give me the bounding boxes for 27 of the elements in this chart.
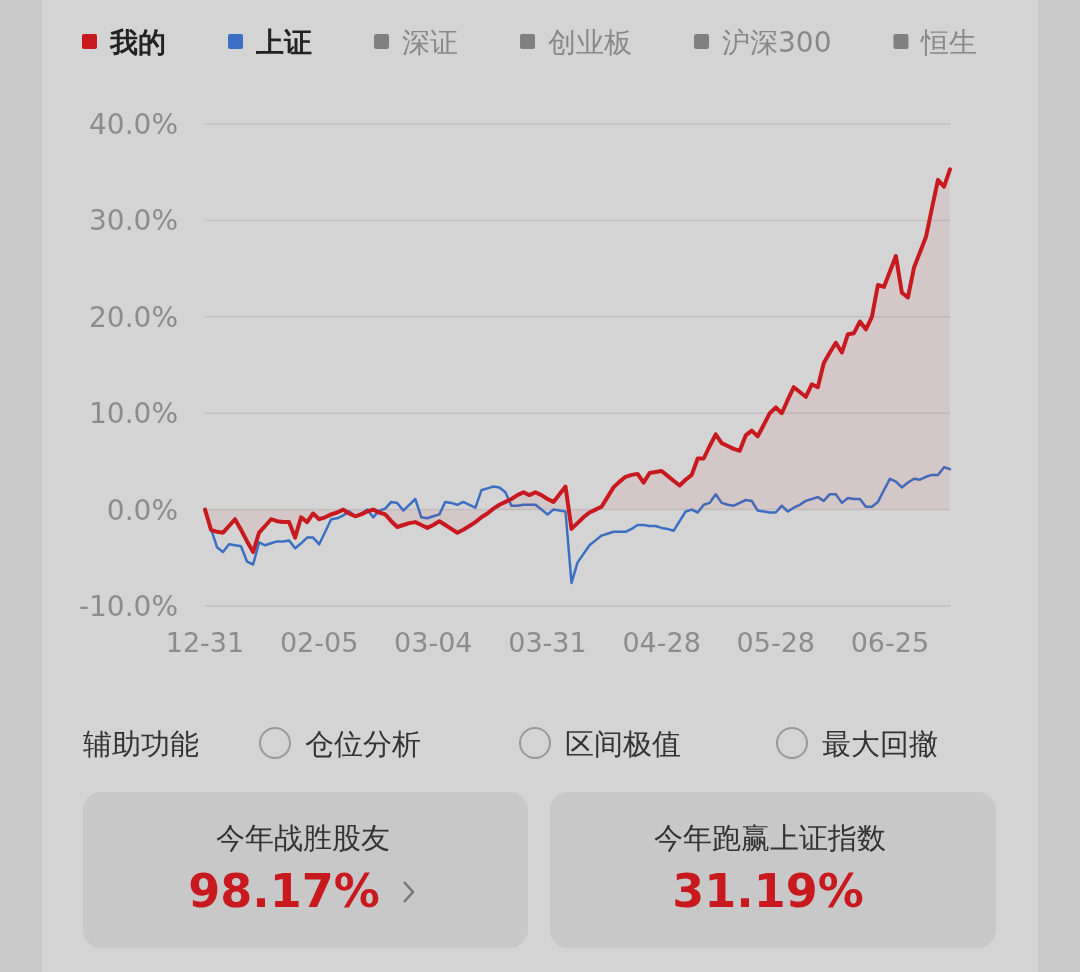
x-tick-label: 02-05: [279, 627, 359, 658]
text: 98.17%: [188, 864, 380, 918]
legend-label: 深证: [402, 26, 458, 59]
y-tick-label: 40.0%: [89, 108, 178, 141]
text: 今年战胜股友: [216, 821, 390, 855]
x-tick-label: 06-25: [850, 627, 930, 658]
x-tick-label: 04-28: [622, 627, 701, 658]
legend-label: 恒生: [920, 26, 978, 59]
y-tick-label: -10.0%: [78, 590, 178, 623]
text: 仓位分析: [305, 727, 421, 761]
text: 辅助功能: [83, 727, 199, 761]
y-tick-label: 10.0%: [89, 397, 178, 431]
x-tick-label: 03-31: [508, 627, 587, 658]
legend-label: 我的: [109, 26, 166, 59]
y-tick-label: 30.0%: [89, 204, 178, 238]
x-tick-label: 12-31: [165, 627, 245, 658]
legend-label: 沪深300: [722, 26, 832, 59]
text: 最大回撤: [822, 727, 938, 761]
x-tick-label: 05-28: [736, 627, 815, 658]
legend-label: 创业板: [548, 26, 632, 59]
text: 今年跑赢上证指数: [654, 821, 886, 855]
y-tick-label: 0.0%: [106, 493, 178, 527]
x-tick-label: 03-04: [394, 627, 473, 658]
y-tick-label: 20.0%: [89, 300, 178, 334]
text: 区间极值: [565, 727, 681, 761]
legend-label: 上证: [255, 26, 312, 59]
text: 31.19%: [672, 864, 864, 918]
